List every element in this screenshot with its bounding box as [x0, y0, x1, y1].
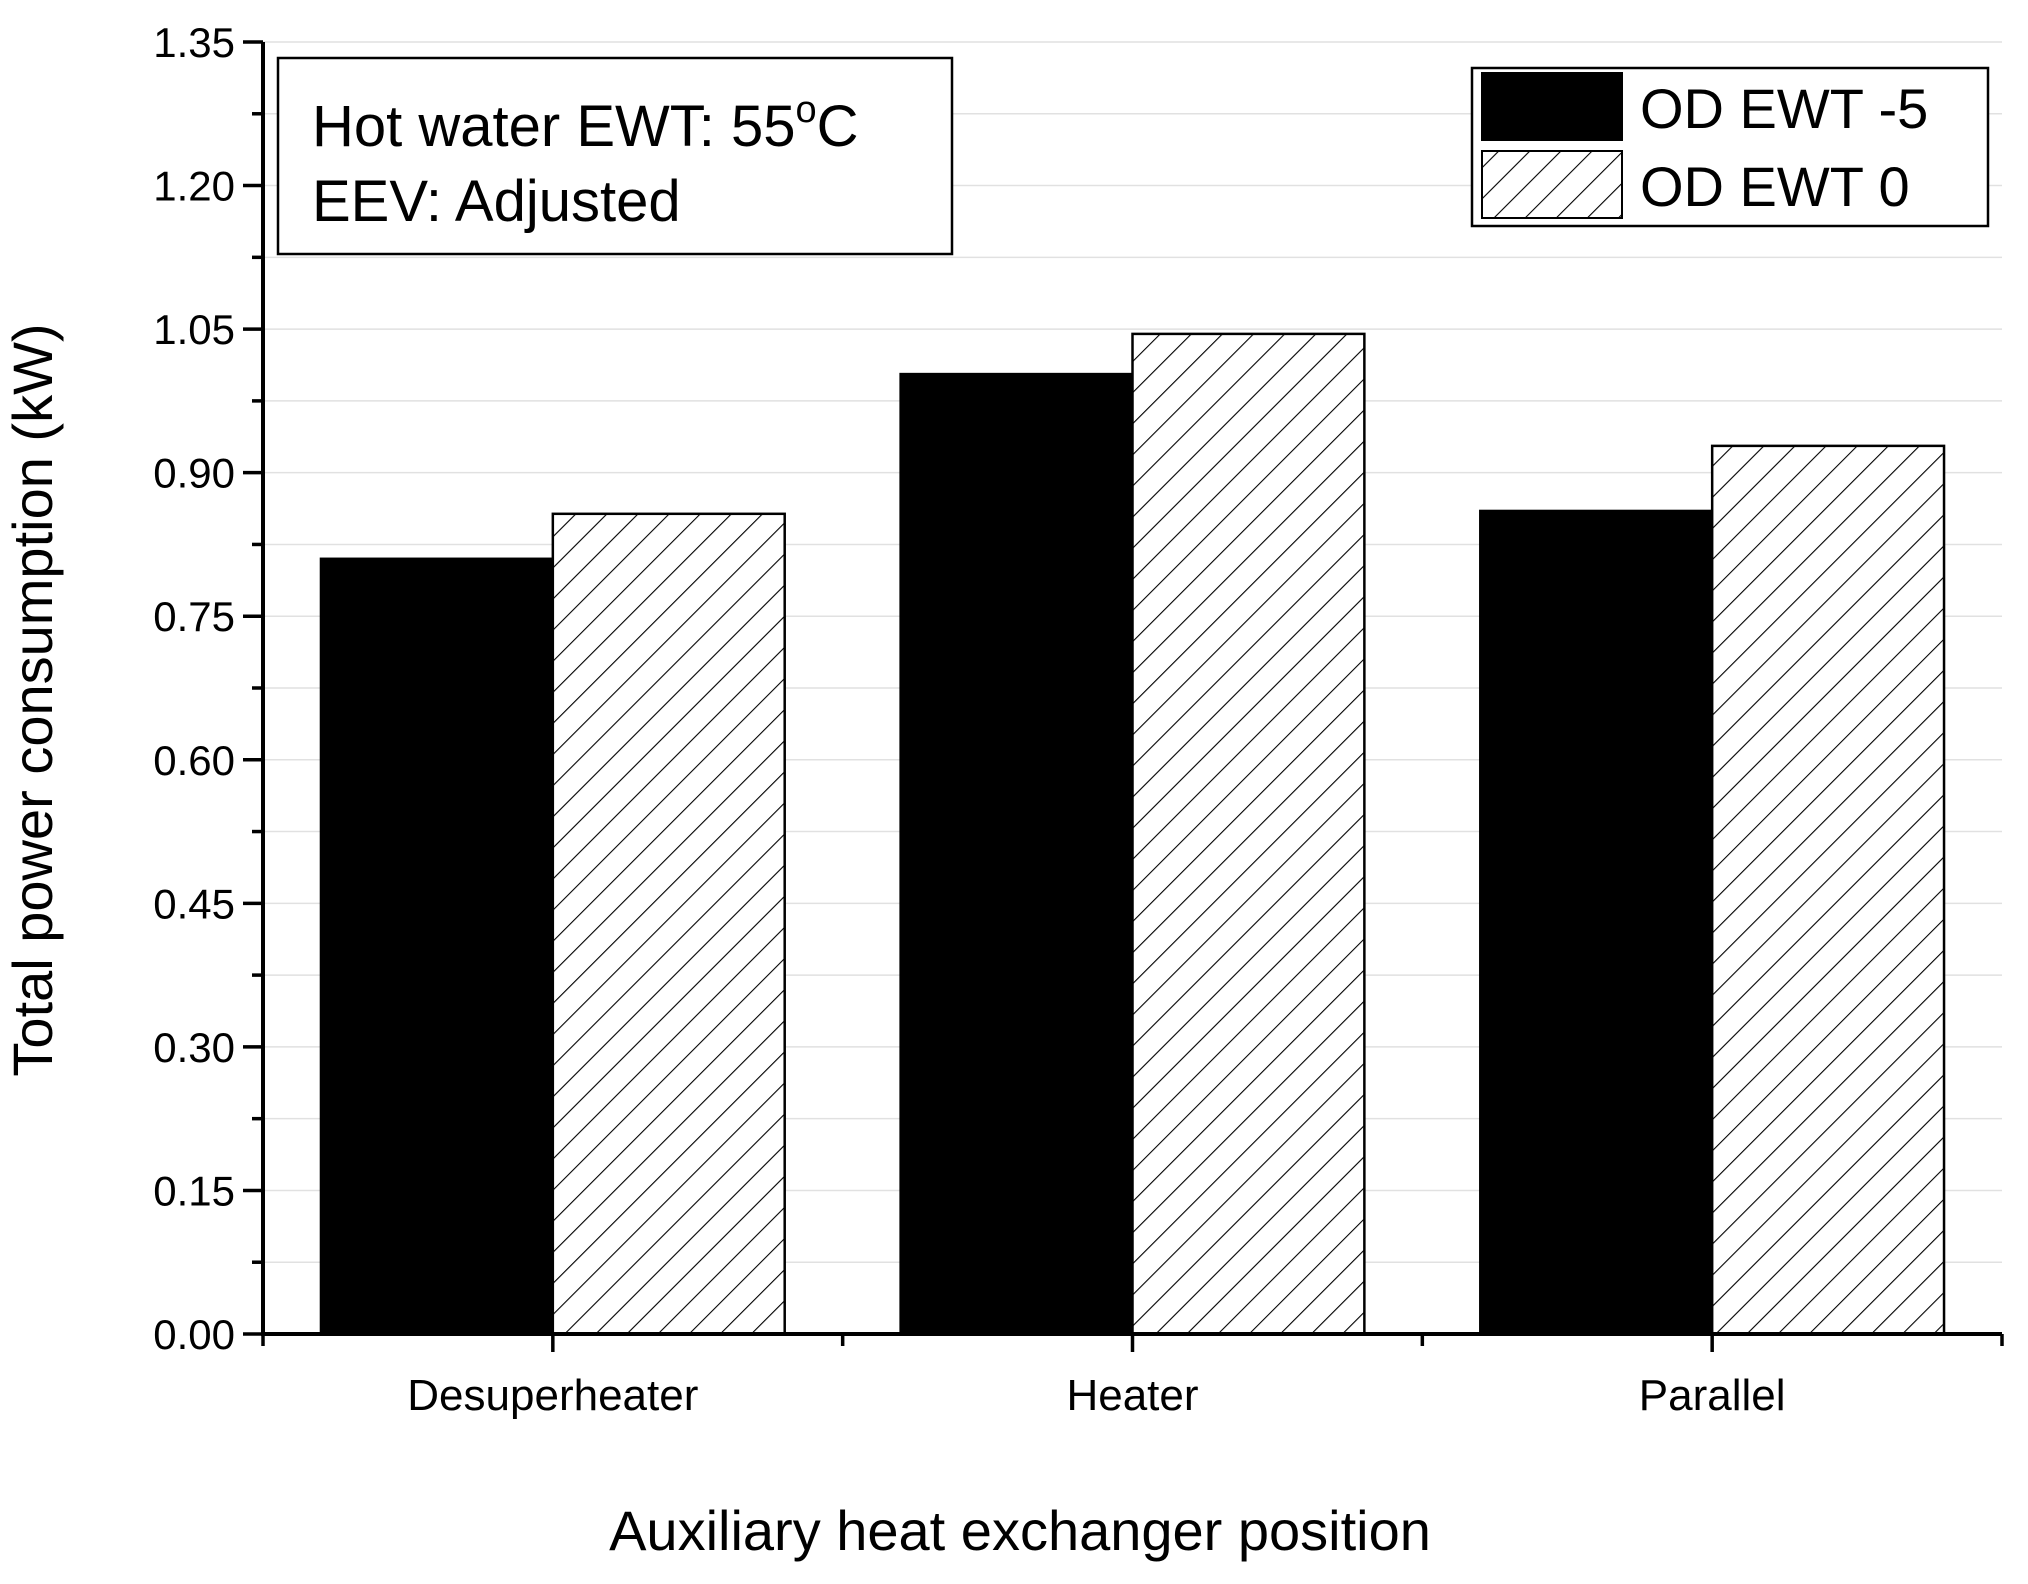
legend-swatch-solid — [1481, 72, 1623, 141]
bar-desuperheater-series-2 — [551, 512, 786, 1336]
bar-parallel-series-1 — [1479, 509, 1714, 1336]
x-axis-title: Auxiliary heat exchanger position — [609, 1499, 1431, 1562]
x-category-label: Desuperheater — [407, 1371, 698, 1420]
y-tick-label: 0.60 — [153, 737, 235, 784]
annotation-line-1: Hot water EWT: 55oC — [312, 89, 859, 159]
bar-parallel-series-2 — [1710, 444, 1946, 1336]
bar-heater-series-1 — [899, 372, 1134, 1336]
x-category-label: Parallel — [1639, 1371, 1786, 1420]
bar-desuperheater-series-1 — [319, 557, 555, 1336]
y-tick-label: 0.90 — [153, 450, 235, 497]
x-category-labels: Desuperheater Heater Parallel — [407, 1371, 1785, 1420]
y-axis-title: Total power consumption (kW) — [1, 323, 64, 1076]
legend-swatch-hatched — [1481, 150, 1623, 219]
legend-label-series-2: OD EWT 0 — [1640, 155, 1910, 218]
bars — [319, 332, 1946, 1336]
y-tick-label: 0.45 — [153, 880, 235, 927]
legend: OD EWT -5 OD EWT 0 — [1470, 66, 1990, 228]
y-tick-label: 0.30 — [153, 1024, 235, 1071]
bar-heater-series-2 — [1131, 332, 1366, 1336]
y-tick-label: 0.75 — [153, 593, 235, 640]
x-category-label: Heater — [1066, 1371, 1198, 1420]
legend-label-series-1: OD EWT -5 — [1640, 77, 1928, 140]
annotation-frame — [276, 56, 954, 256]
y-tick-label: 0.15 — [153, 1167, 235, 1214]
annotation-line-2: EEV: Adjusted — [312, 169, 681, 234]
y-tick-label: 1.35 — [153, 19, 235, 66]
y-tick-label: 1.05 — [153, 306, 235, 353]
axes — [243, 40, 2004, 1352]
y-tick-label: 0.00 — [153, 1311, 235, 1358]
y-tick-label: 1.20 — [153, 163, 235, 210]
y-tick-labels: 0.00 0.15 0.30 0.45 0.60 0.75 0.90 1.05 1.20 1.35 — [153, 19, 235, 1358]
annotation-box: Hot water EWT: 55oC EEV: Adjusted — [276, 56, 954, 256]
